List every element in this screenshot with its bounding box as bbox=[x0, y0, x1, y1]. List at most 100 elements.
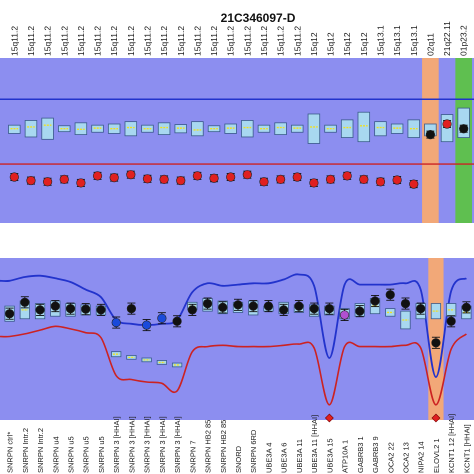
bottom-tick-label: SNRPN 3 [HHAI] bbox=[143, 416, 152, 473]
top-tick-label: 15q11.2 bbox=[192, 26, 202, 56]
bottom-sample-point bbox=[263, 301, 274, 311]
bottom-sample-point bbox=[431, 338, 441, 348]
bottom-sample-point bbox=[294, 301, 304, 311]
top-reference-box bbox=[274, 122, 287, 136]
top-sample-point bbox=[176, 175, 186, 186]
bottom-sample-point bbox=[65, 304, 76, 314]
bottom-tick-label: SNRPN 3 [HHAI] bbox=[127, 416, 136, 473]
top-tick-label: 15q11.2 bbox=[159, 26, 169, 56]
top-tick-label: 15q11.2 bbox=[9, 26, 19, 56]
top-tick-label: 15q11.2 bbox=[76, 26, 86, 56]
top-reference-box bbox=[24, 120, 38, 138]
top-tick-labels: 15q11.2 15q11.2 15q11.2 15q11.2 15q11.2 15q11… bbox=[9, 21, 468, 56]
bottom-sample-point bbox=[81, 304, 91, 314]
top-sample-point bbox=[325, 174, 336, 184]
top-highlight-band-1 bbox=[455, 58, 472, 223]
top-sample-point bbox=[126, 170, 136, 180]
bottom-tick-label: OCA2 22 bbox=[386, 442, 395, 473]
top-reference-box bbox=[157, 122, 171, 136]
bottom-sample-point bbox=[248, 301, 258, 311]
bottom-sample-points bbox=[5, 288, 471, 423]
top-sample-point bbox=[92, 171, 103, 181]
top-reference-box bbox=[374, 121, 387, 137]
top-sample-points bbox=[9, 119, 469, 189]
top-tick-label: 15q13.1 bbox=[375, 25, 385, 56]
bottom-tick-label: UBE3A 4 bbox=[264, 443, 273, 473]
top-tick-label: 15q11.2 bbox=[276, 26, 286, 56]
top-reference-box bbox=[124, 121, 138, 137]
top-sample-point bbox=[342, 171, 352, 181]
bottom-sample-point bbox=[309, 304, 319, 314]
bottom-tick-label: SNRPN Intr.2 bbox=[36, 428, 45, 473]
top-sample-point bbox=[43, 177, 53, 187]
bottom-tick-label: UBE3A 11 bbox=[295, 439, 304, 473]
top-sample-point bbox=[209, 173, 219, 183]
top-tick-label: 15q12 bbox=[359, 32, 369, 56]
bottom-sample-point bbox=[461, 302, 471, 312]
bottom-sample-point bbox=[339, 310, 350, 320]
top-tick-label: 15q11.2 bbox=[226, 26, 236, 56]
bottom-tick-label: SNRPN HB2 85 bbox=[219, 420, 228, 473]
bottom-sample-point bbox=[370, 296, 380, 306]
top-sample-point bbox=[242, 170, 252, 180]
top-tick-label: 01p23.2 bbox=[459, 25, 469, 56]
bottom-sample-point bbox=[50, 301, 60, 311]
bottom-tick-label: SNRPN u4 bbox=[51, 436, 60, 473]
top-tick-label: 15q13.1 bbox=[409, 25, 419, 56]
bottom-tick-label: SNRPN 7 bbox=[188, 440, 197, 473]
bottom-tick-label: SNRPN Intr.2 bbox=[21, 428, 30, 473]
bottom-sample-point bbox=[279, 305, 289, 315]
top-sample-point bbox=[76, 178, 86, 188]
bottom-sample-point bbox=[157, 313, 167, 323]
bottom-sample-point bbox=[35, 305, 45, 315]
top-tick-label: 15q11.2 bbox=[93, 26, 103, 56]
top-highlight-band-0 bbox=[422, 58, 439, 223]
bottom-tick-labels: SNRPN ctrl* SNRPN Intr.2 SNRPN Intr.2 SNRPN… bbox=[6, 414, 472, 473]
bottom-dip-marker bbox=[431, 413, 441, 423]
bottom-tick-label: GABRB3 9 bbox=[371, 436, 380, 473]
bottom-sample-point bbox=[202, 298, 213, 309]
top-sample-point bbox=[59, 174, 69, 184]
bottom-sample-point bbox=[385, 290, 395, 300]
top-tick-label: 21q22.11 bbox=[442, 21, 452, 56]
top-sample-point bbox=[26, 175, 36, 186]
bottom-panel: SNRPN ctrl* SNRPN Intr.2 SNRPN Intr.2 SNRPN… bbox=[0, 258, 474, 473]
top-sample-point bbox=[226, 172, 236, 182]
top-tick-label: 15q11.2 bbox=[109, 26, 119, 56]
bottom-tick-label: SNRPN HB2 85 bbox=[204, 420, 213, 473]
bottom-sample-point bbox=[172, 316, 182, 326]
bottom-sample-point bbox=[142, 320, 152, 330]
top-reference-box bbox=[307, 113, 321, 144]
bottom-tick-label: KCNT1 [HHAI] bbox=[462, 424, 471, 473]
top-tick-label: 15q11.2 bbox=[142, 26, 152, 56]
top-tick-label: 15q11.2 bbox=[126, 26, 136, 56]
bottom-tick-label: GABRB3 1 bbox=[356, 436, 365, 473]
bottom-tick-label: UBE3A 15 bbox=[325, 438, 334, 473]
bottom-sample-point bbox=[111, 317, 121, 328]
bottom-sample-point bbox=[416, 304, 426, 314]
top-sample-point bbox=[425, 130, 435, 140]
top-sample-point bbox=[192, 171, 202, 181]
top-sample-point bbox=[109, 173, 119, 183]
top-sample-point bbox=[359, 174, 369, 184]
top-tick-label: 15q11.2 bbox=[292, 26, 302, 56]
bottom-tick-label: SNRPN 3 [HHAI] bbox=[158, 416, 167, 473]
top-sample-point bbox=[142, 174, 153, 184]
bottom-sample-point bbox=[126, 304, 137, 314]
top-tick-label: 15q12 bbox=[342, 32, 352, 56]
bottom-tick-label: NIPA2 14 bbox=[417, 441, 426, 473]
top-reference-box bbox=[357, 111, 371, 143]
top-reference-box bbox=[241, 120, 254, 138]
top-tick-label: 15q12 bbox=[309, 32, 319, 56]
bottom-tick-label: SNRPN u5 bbox=[82, 436, 91, 473]
top-tick-label: 15q11.2 bbox=[259, 26, 269, 56]
top-reference-box bbox=[191, 121, 204, 137]
bottom-lower-limit-curve bbox=[0, 325, 467, 406]
chart-title: 21C346097-D bbox=[221, 11, 296, 25]
top-sample-point bbox=[375, 177, 386, 187]
bottom-upper-limit-curve bbox=[0, 273, 467, 378]
top-panel-background bbox=[0, 58, 474, 223]
bottom-tick-label: SNRPN u5 bbox=[67, 436, 76, 473]
top-sample-point bbox=[392, 175, 402, 185]
